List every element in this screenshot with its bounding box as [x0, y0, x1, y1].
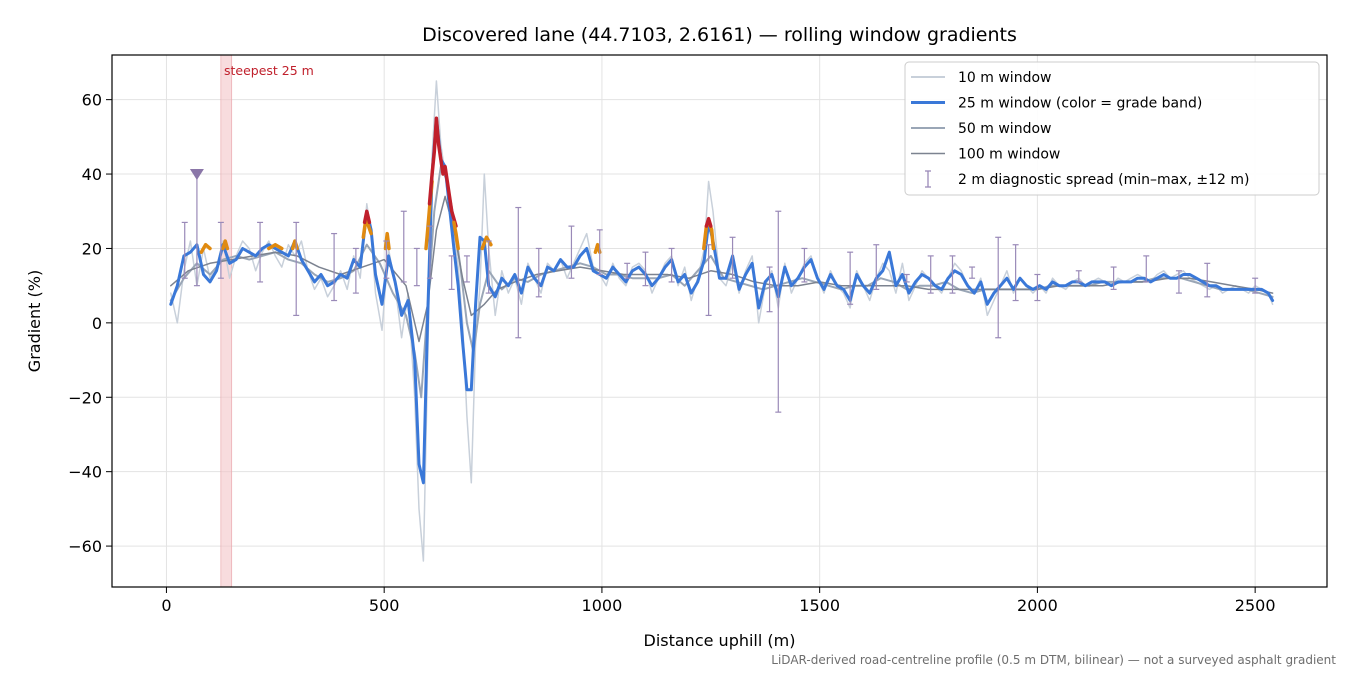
legend-label: 100 m window — [958, 147, 1060, 163]
error-bars — [181, 173, 1259, 413]
y-tick-label: 60 — [82, 91, 102, 110]
x-tick-label: 2500 — [1235, 596, 1276, 615]
y-tick-label: 0 — [92, 314, 102, 333]
grade-band-segment-orange — [199, 242, 212, 254]
x-tick-label: 2000 — [1017, 596, 1058, 615]
series-line-2 — [169, 116, 1275, 485]
axis-ticks: 0 500 1000 1500 2000 2500 −60 −40 −20 0 20 40 60 — [68, 91, 1275, 615]
legend-label: 25 m window (color = grade band) — [958, 96, 1202, 112]
chart-title: Discovered lane (44.7103, 2.6161) — roll… — [422, 24, 1017, 46]
x-tick-label: 1500 — [799, 596, 840, 615]
legend: 10 m window 25 m window (color = grade ba… — [904, 61, 1320, 196]
grid-lines — [112, 55, 1327, 587]
grade-band-segment-orange — [267, 242, 284, 251]
legend-label: 50 m window — [958, 121, 1051, 137]
grade-band-segment-orange — [221, 239, 230, 251]
legend-label: 10 m window — [958, 70, 1051, 86]
grade-band-segment-orange — [480, 235, 493, 251]
grade-band-segment-red — [704, 216, 713, 228]
y-axis-title: Gradient (%) — [25, 270, 44, 372]
series-line-4 — [170, 195, 1274, 343]
plot-frame — [111, 54, 1328, 588]
marker-group — [189, 169, 204, 181]
grade-band-segment-orange — [593, 242, 602, 254]
annotation-steepest: steepest 25 m — [224, 63, 314, 78]
legend-label: 2 m diagnostic spread (min–max, ±12 m) — [958, 172, 1249, 188]
y-tick-label: 20 — [82, 239, 102, 258]
x-tick-label: 1000 — [582, 596, 623, 615]
grade-band-segment-red — [362, 209, 372, 225]
grade-band-segment-orange — [452, 220, 460, 251]
y-tick-label: −60 — [68, 537, 102, 556]
x-tick-label: 500 — [369, 596, 400, 615]
steepest-band — [220, 54, 233, 588]
series-lines — [169, 80, 1275, 562]
steepest-band-rect — [220, 54, 233, 588]
y-tick-label: 40 — [82, 165, 102, 184]
y-tick-label: −20 — [68, 388, 102, 407]
grade-band-segment-red — [427, 116, 458, 228]
footnote: LiDAR-derived road-centreline profile (0… — [771, 653, 1336, 667]
grade-band-segment-orange — [361, 216, 373, 240]
triangle-marker-icon — [189, 169, 204, 181]
x-tick-label: 0 — [161, 596, 171, 615]
y-tick-label: −40 — [68, 463, 102, 482]
legend-box — [904, 61, 1320, 196]
x-axis-title: Distance uphill (m) — [644, 631, 796, 650]
